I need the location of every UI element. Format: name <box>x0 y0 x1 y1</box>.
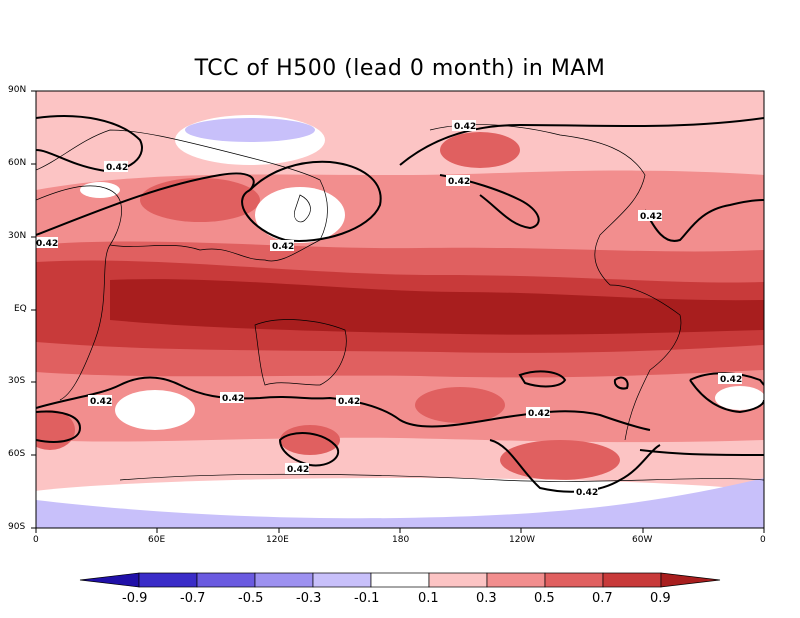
contour-label: 0.42 <box>528 409 550 419</box>
contour-label: 0.42 <box>272 242 294 252</box>
lat-tick-label: EQ <box>14 304 27 314</box>
contour-label-group: 0.42 0.42 0.42 0.42 0.42 0.42 0.42 0.42 … <box>34 120 742 498</box>
lat-tick-label: 90S <box>8 522 26 532</box>
lat-tick-label: 60S <box>8 449 26 459</box>
lat-tick-label: 30S <box>8 376 26 386</box>
contour-label: 0.42 <box>287 465 309 475</box>
lon-tick-label: 60W <box>632 535 653 545</box>
colorbar-swatch <box>370 572 430 588</box>
contour-label: 0.42 <box>338 397 360 407</box>
colorbar-label: -0.5 <box>238 591 264 606</box>
contour-label: 0.42 <box>36 239 58 249</box>
lat-tick-label: 90N <box>8 85 27 95</box>
contour-label: 0.42 <box>90 397 112 407</box>
colorbar-label: 0.9 <box>650 591 671 606</box>
page-title: TCC of H500 (lead 0 month) in MAM <box>194 56 606 81</box>
colorbar <box>79 572 721 588</box>
lon-tick-label: 120W <box>509 535 536 545</box>
contour-label: 0.42 <box>448 177 470 187</box>
colorbar-label: -0.9 <box>122 591 148 606</box>
tick-marks <box>31 90 765 533</box>
colorbar-swatch <box>486 572 546 588</box>
colorbar-label: 0.3 <box>476 591 497 606</box>
colorbar-swatch <box>544 572 604 588</box>
correlation-field <box>36 91 764 528</box>
lat-tick-label: 60N <box>8 158 27 168</box>
lon-tick-label: 60E <box>148 535 166 545</box>
lon-tick-label: 0 <box>33 535 39 545</box>
lat-tick-label: 30N <box>8 231 27 241</box>
lon-tick-label: 0 <box>760 535 766 545</box>
colorbar-swatch <box>660 572 721 588</box>
colorbar-swatch <box>602 572 662 588</box>
colorbar-swatch <box>428 572 488 588</box>
contour-label: 0.42 <box>222 394 244 404</box>
contour-label: 0.42 <box>106 163 128 173</box>
colorbar-swatch <box>79 572 140 588</box>
colorbar-label: -0.1 <box>354 591 380 606</box>
colorbar-label: -0.3 <box>296 591 322 606</box>
lon-tick-label: 120E <box>266 535 289 545</box>
contour-label: 0.42 <box>720 375 742 385</box>
colorbar-label: 0.5 <box>534 591 555 606</box>
colorbar-swatch <box>254 572 314 588</box>
contour-lines <box>36 115 764 493</box>
lon-tick-label: 180 <box>392 535 410 545</box>
colorbar-swatch <box>196 572 256 588</box>
colorbar-swatch <box>312 572 372 588</box>
colorbar-swatch <box>138 572 198 588</box>
contour-label: 0.42 <box>454 122 476 132</box>
colorbar-label: 0.1 <box>418 591 439 606</box>
contour-label: 0.42 <box>640 212 662 222</box>
contour-label: 0.42 <box>576 488 598 498</box>
colorbar-label: -0.7 <box>180 591 206 606</box>
colorbar-label: 0.7 <box>592 591 613 606</box>
